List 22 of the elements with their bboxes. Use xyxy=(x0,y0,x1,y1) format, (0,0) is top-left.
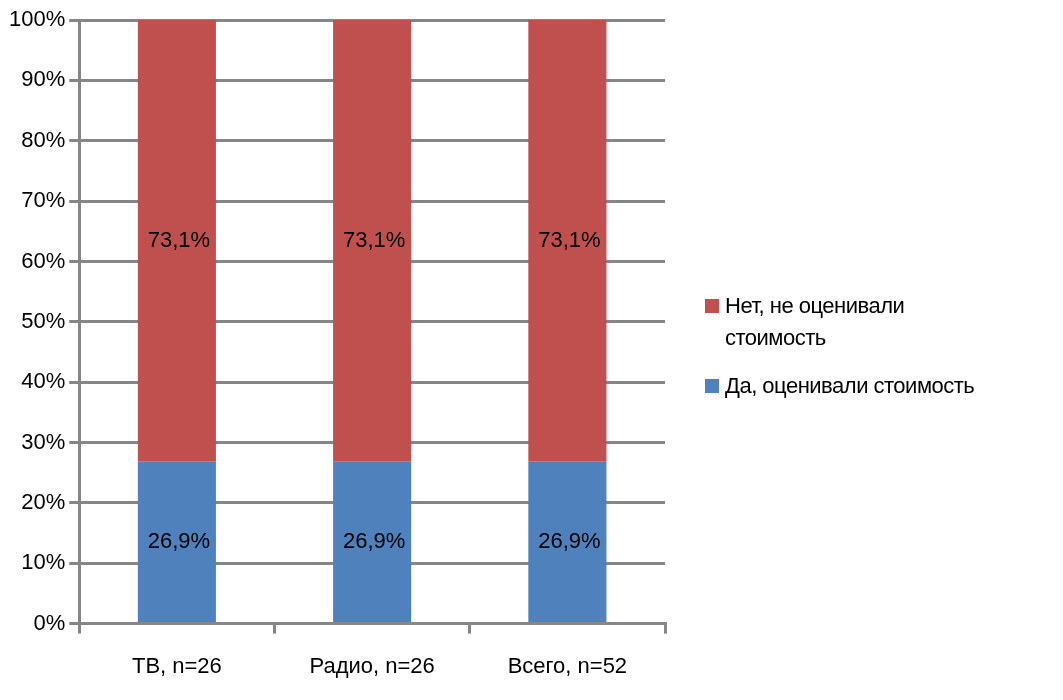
y-tick-label: 30% xyxy=(21,428,66,454)
data-label: 73,1% xyxy=(538,226,601,252)
y-tick-label: 80% xyxy=(21,126,66,152)
data-label: 26,9% xyxy=(538,527,601,553)
y-tick-label: 90% xyxy=(21,66,66,92)
y-tick-label: 0% xyxy=(33,609,66,635)
legend-label: Да, оценивали стоимость xyxy=(725,372,975,400)
data-label: 26,9% xyxy=(342,527,406,553)
y-tick-label: 70% xyxy=(21,187,66,213)
data-label: 73,1% xyxy=(147,226,211,252)
legend-label: Нет, не оценивали стоимость xyxy=(725,292,906,352)
x-tick-label: ТВ, n=26 xyxy=(131,652,222,678)
x-tick-label: Радио, n=26 xyxy=(309,652,435,678)
x-tick-label: Всего, n=52 xyxy=(507,652,628,678)
y-tick-label: 50% xyxy=(21,307,66,333)
data-label: 26,9% xyxy=(147,527,211,553)
y-tick-label: 60% xyxy=(21,247,66,273)
y-tick-label: 40% xyxy=(21,368,66,394)
y-tick-label: 20% xyxy=(21,488,66,514)
y-tick-label: 10% xyxy=(21,549,66,575)
y-tick-label: 100% xyxy=(8,6,66,32)
data-label: 73,1% xyxy=(342,226,406,252)
